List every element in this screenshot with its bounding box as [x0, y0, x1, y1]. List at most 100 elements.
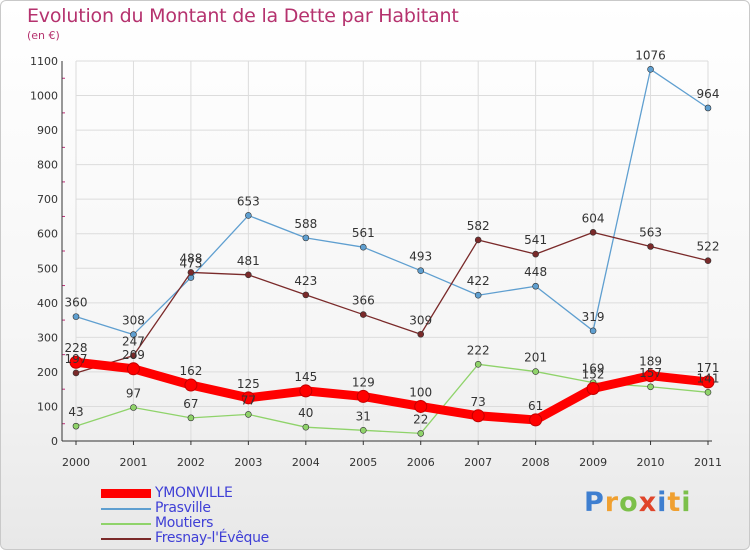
data-label: 653 — [237, 194, 260, 208]
data-point — [417, 330, 425, 338]
data-label: 141 — [697, 371, 720, 385]
data-point — [414, 399, 428, 413]
proxiti-logo: Proxiti — [584, 487, 692, 518]
data-point — [644, 369, 658, 383]
data-label: 171 — [697, 361, 720, 375]
data-point — [532, 368, 539, 375]
data-point — [302, 423, 310, 431]
data-label: 43 — [68, 405, 83, 419]
data-label: 448 — [524, 265, 547, 279]
data-label: 422 — [467, 274, 490, 288]
series-line-1 — [75, 68, 709, 336]
data-point — [474, 361, 482, 368]
x-tick-label: 2000 — [62, 456, 90, 469]
y-tick-label: 600 — [37, 228, 58, 241]
legend-swatch — [101, 508, 151, 510]
data-point — [245, 212, 252, 219]
data-label: 61 — [528, 399, 543, 413]
data-point — [126, 362, 140, 376]
y-tick-label: 800 — [37, 159, 58, 172]
data-point — [474, 236, 482, 244]
data-label: 563 — [639, 226, 662, 240]
data-point — [417, 267, 425, 274]
data-point — [417, 430, 425, 437]
logo-letter: r — [604, 487, 620, 518]
series-line-0 — [71, 357, 713, 425]
data-point — [245, 411, 252, 418]
data-label: 604 — [582, 211, 605, 225]
data-label: 201 — [524, 351, 547, 365]
logo-letter: o — [619, 487, 639, 518]
data-label: 129 — [352, 375, 375, 389]
data-point — [130, 352, 137, 359]
data-point — [474, 291, 482, 299]
data-label: 493 — [409, 250, 432, 264]
data-point — [359, 311, 367, 318]
data-point — [704, 104, 712, 112]
data-point — [704, 388, 712, 396]
data-point — [356, 389, 370, 403]
data-point — [529, 413, 543, 427]
data-point — [245, 271, 252, 279]
data-point — [72, 369, 80, 377]
data-label: 169 — [582, 362, 605, 376]
data-label: 561 — [352, 226, 375, 240]
data-label: 473 — [179, 257, 202, 271]
data-label: 360 — [65, 296, 88, 310]
data-point — [704, 257, 712, 264]
data-label: 228 — [65, 341, 88, 355]
data-label: 488 — [179, 251, 202, 265]
data-point — [589, 229, 597, 236]
legend-swatch — [101, 489, 151, 498]
data-point — [647, 243, 654, 250]
data-point — [69, 355, 83, 369]
x-tick-label: 2006 — [407, 456, 435, 469]
data-point — [532, 250, 539, 258]
logo-letter: t — [667, 487, 682, 518]
logo-letter: P — [584, 487, 605, 518]
legend-swatch — [101, 523, 151, 525]
x-tick-label: 2004 — [292, 456, 320, 469]
logo-letter: i — [681, 487, 692, 518]
x-tick-label: 2008 — [522, 456, 550, 469]
chart-subtitle: (en €) — [27, 29, 60, 42]
data-label: 22 — [413, 412, 428, 426]
x-tick-label: 2001 — [119, 456, 147, 469]
x-tick-label: 2002 — [177, 456, 205, 469]
y-tick-label: 1000 — [30, 90, 58, 103]
x-tick-label: 2010 — [637, 456, 665, 469]
data-label: 209 — [122, 348, 145, 362]
x-tick-label: 2009 — [579, 456, 607, 469]
data-label: 40 — [298, 406, 313, 420]
data-label: 423 — [294, 274, 317, 288]
logo-letter: x — [638, 487, 658, 518]
legend-label: Fresnay-l'Évêque — [155, 530, 269, 546]
x-tick-label: 2005 — [349, 456, 377, 469]
data-label: 522 — [697, 240, 720, 254]
y-tick-label: 900 — [37, 124, 58, 137]
x-tick-label: 2003 — [234, 456, 262, 469]
y-tick-label: 200 — [37, 366, 58, 379]
chart-title: Evolution du Montant de la Dette par Hab… — [27, 5, 459, 27]
logo-letter: i — [657, 487, 668, 518]
data-point — [701, 375, 715, 389]
y-tick-label: 0 — [51, 435, 58, 448]
y-tick-label: 400 — [37, 297, 58, 310]
data-point — [302, 234, 310, 242]
data-label: 77 — [241, 393, 256, 407]
data-label: 964 — [697, 87, 720, 101]
data-point — [359, 426, 367, 434]
data-label: 481 — [237, 254, 260, 268]
data-label: 125 — [237, 377, 260, 391]
legend-label: YMONVILLE — [155, 485, 233, 501]
data-point — [532, 282, 539, 290]
data-point — [586, 381, 600, 395]
y-tick-label: 500 — [37, 262, 58, 275]
y-tick-label: 700 — [37, 193, 58, 206]
data-label: 189 — [639, 355, 662, 369]
data-label: 152 — [582, 367, 605, 381]
data-label: 31 — [356, 409, 371, 423]
data-label: 588 — [294, 217, 317, 231]
legend-swatch — [101, 538, 151, 540]
data-point — [187, 414, 195, 422]
